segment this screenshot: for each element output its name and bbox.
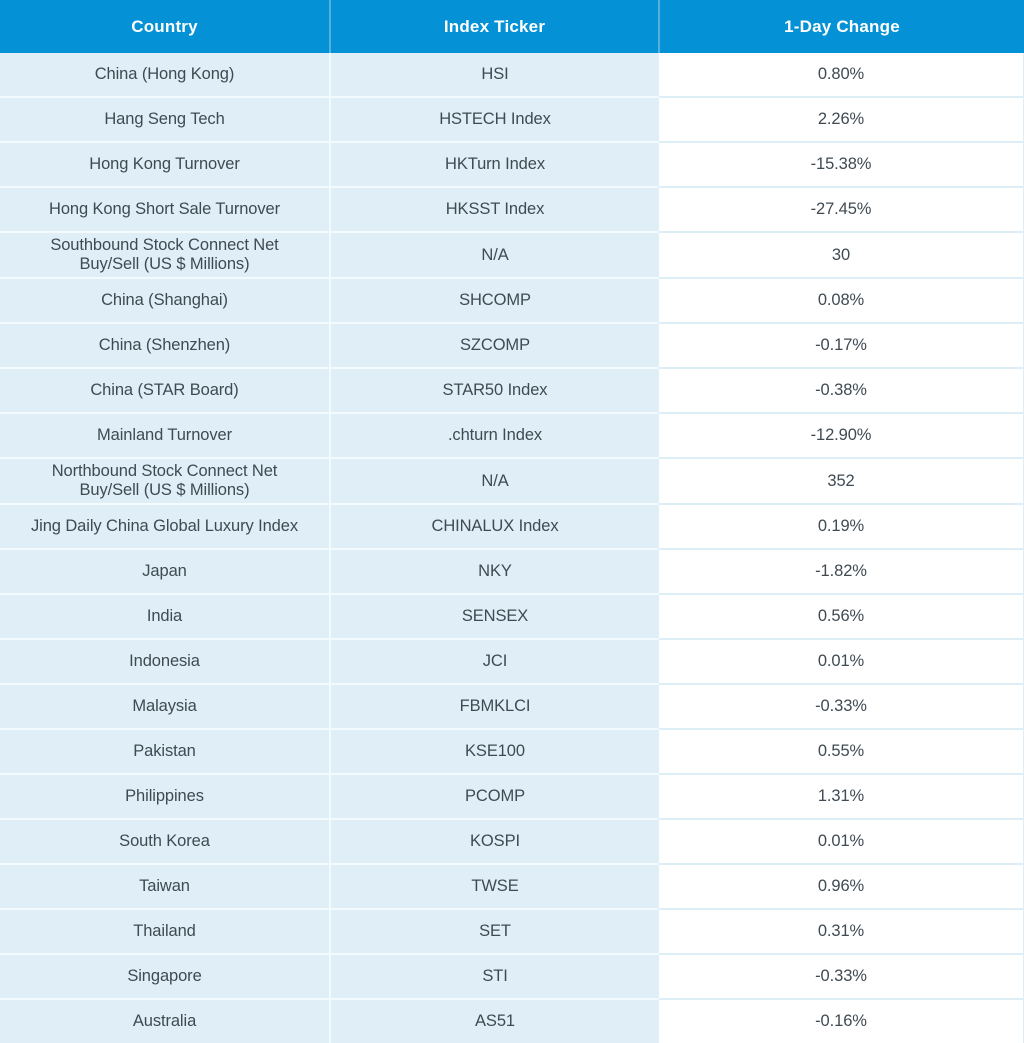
table-row: Pakistan KSE100 0.55%: [0, 728, 1024, 774]
country-cell: Southbound Stock Connect Net Buy/Sell (U…: [0, 231, 330, 278]
ticker-cell: KSE100: [329, 728, 659, 774]
ticker-cell: SHCOMP: [329, 277, 659, 323]
country-cell: Thailand: [0, 908, 330, 954]
table-row: China (Shanghai) SHCOMP 0.08%: [0, 277, 1024, 323]
change-cell: -27.45%: [659, 186, 1024, 232]
ticker-cell: NKY: [329, 548, 659, 594]
ticker-cell: SET: [329, 908, 659, 954]
column-header-1-day-change: 1-Day Change: [658, 0, 1024, 53]
country-cell: Singapore: [0, 953, 330, 999]
change-cell: 0.56%: [659, 593, 1024, 639]
header-row: Country Index Ticker 1-Day Change: [0, 0, 1024, 53]
country-cell: Mainland Turnover: [0, 412, 330, 458]
table-row: Indonesia JCI 0.01%: [0, 638, 1024, 684]
country-cell: India: [0, 593, 330, 639]
country-cell: China (Hong Kong): [0, 53, 330, 97]
table-row: Hong Kong Turnover HKTurn Index -15.38%: [0, 141, 1024, 187]
ticker-cell: CHINALUX Index: [329, 503, 659, 549]
country-cell: Pakistan: [0, 728, 330, 774]
ticker-cell: .chturn Index: [329, 412, 659, 458]
table-row: Northbound Stock Connect Net Buy/Sell (U…: [0, 457, 1024, 504]
table-row: Southbound Stock Connect Net Buy/Sell (U…: [0, 231, 1024, 278]
table-row: Malaysia FBMKLCI -0.33%: [0, 683, 1024, 729]
ticker-cell: STAR50 Index: [329, 367, 659, 413]
column-header-country: Country: [0, 0, 330, 53]
change-cell: 1.31%: [659, 773, 1024, 819]
change-cell: 0.19%: [659, 503, 1024, 549]
ticker-cell: HKSST Index: [329, 186, 659, 232]
country-cell: Hong Kong Short Sale Turnover: [0, 186, 330, 232]
ticker-cell: FBMKLCI: [329, 683, 659, 729]
table-row: Thailand SET 0.31%: [0, 908, 1024, 954]
country-cell: Northbound Stock Connect Net Buy/Sell (U…: [0, 457, 330, 504]
change-cell: 352: [659, 457, 1024, 504]
table-row: Hong Kong Short Sale Turnover HKSST Inde…: [0, 186, 1024, 232]
table-row: India SENSEX 0.56%: [0, 593, 1024, 639]
table-body: China (Hong Kong) HSI 0.80% Hang Seng Te…: [0, 53, 1024, 1043]
change-cell: -12.90%: [659, 412, 1024, 458]
table-row: Australia AS51 -0.16%: [0, 998, 1024, 1043]
change-cell: 0.01%: [659, 638, 1024, 684]
country-cell: China (Shanghai): [0, 277, 330, 323]
country-cell: Indonesia: [0, 638, 330, 684]
change-cell: -0.16%: [659, 998, 1024, 1043]
ticker-cell: TWSE: [329, 863, 659, 909]
country-cell: Philippines: [0, 773, 330, 819]
change-cell: 0.55%: [659, 728, 1024, 774]
change-cell: -0.33%: [659, 953, 1024, 999]
ticker-cell: N/A: [329, 231, 659, 278]
table-row: Jing Daily China Global Luxury Index CHI…: [0, 503, 1024, 549]
ticker-cell: HKTurn Index: [329, 141, 659, 187]
table-row: China (Hong Kong) HSI 0.80%: [0, 53, 1024, 97]
change-cell: 0.08%: [659, 277, 1024, 323]
country-cell: Jing Daily China Global Luxury Index: [0, 503, 330, 549]
table-row: Singapore STI -0.33%: [0, 953, 1024, 999]
table-row: Mainland Turnover .chturn Index -12.90%: [0, 412, 1024, 458]
ticker-cell: SENSEX: [329, 593, 659, 639]
table-row: Japan NKY -1.82%: [0, 548, 1024, 594]
change-cell: 0.96%: [659, 863, 1024, 909]
ticker-cell: STI: [329, 953, 659, 999]
ticker-cell: SZCOMP: [329, 322, 659, 368]
country-cell: South Korea: [0, 818, 330, 864]
table-row: China (Shenzhen) SZCOMP -0.17%: [0, 322, 1024, 368]
country-cell: China (STAR Board): [0, 367, 330, 413]
ticker-cell: JCI: [329, 638, 659, 684]
ticker-cell: KOSPI: [329, 818, 659, 864]
change-cell: 0.01%: [659, 818, 1024, 864]
ticker-cell: HSI: [329, 53, 659, 97]
table-row: Hang Seng Tech HSTECH Index 2.26%: [0, 96, 1024, 142]
ticker-cell: AS51: [329, 998, 659, 1043]
country-cell: Japan: [0, 548, 330, 594]
table-row: Taiwan TWSE 0.96%: [0, 863, 1024, 909]
country-cell: Australia: [0, 998, 330, 1043]
change-cell: -0.33%: [659, 683, 1024, 729]
change-cell: -0.38%: [659, 367, 1024, 413]
change-cell: 0.80%: [659, 53, 1024, 97]
table-header: Country Index Ticker 1-Day Change: [0, 0, 1024, 53]
change-cell: 0.31%: [659, 908, 1024, 954]
table-row: Philippines PCOMP 1.31%: [0, 773, 1024, 819]
column-header-index-ticker: Index Ticker: [329, 0, 659, 53]
country-cell: Taiwan: [0, 863, 330, 909]
country-cell: Hong Kong Turnover: [0, 141, 330, 187]
change-cell: -0.17%: [659, 322, 1024, 368]
ticker-cell: HSTECH Index: [329, 96, 659, 142]
table-row: South Korea KOSPI 0.01%: [0, 818, 1024, 864]
country-cell: China (Shenzhen): [0, 322, 330, 368]
change-cell: -1.82%: [659, 548, 1024, 594]
table-row: China (STAR Board) STAR50 Index -0.38%: [0, 367, 1024, 413]
ticker-cell: N/A: [329, 457, 659, 504]
change-cell: 30: [659, 231, 1024, 278]
country-cell: Malaysia: [0, 683, 330, 729]
country-cell: Hang Seng Tech: [0, 96, 330, 142]
ticker-cell: PCOMP: [329, 773, 659, 819]
change-cell: -15.38%: [659, 141, 1024, 187]
change-cell: 2.26%: [659, 96, 1024, 142]
